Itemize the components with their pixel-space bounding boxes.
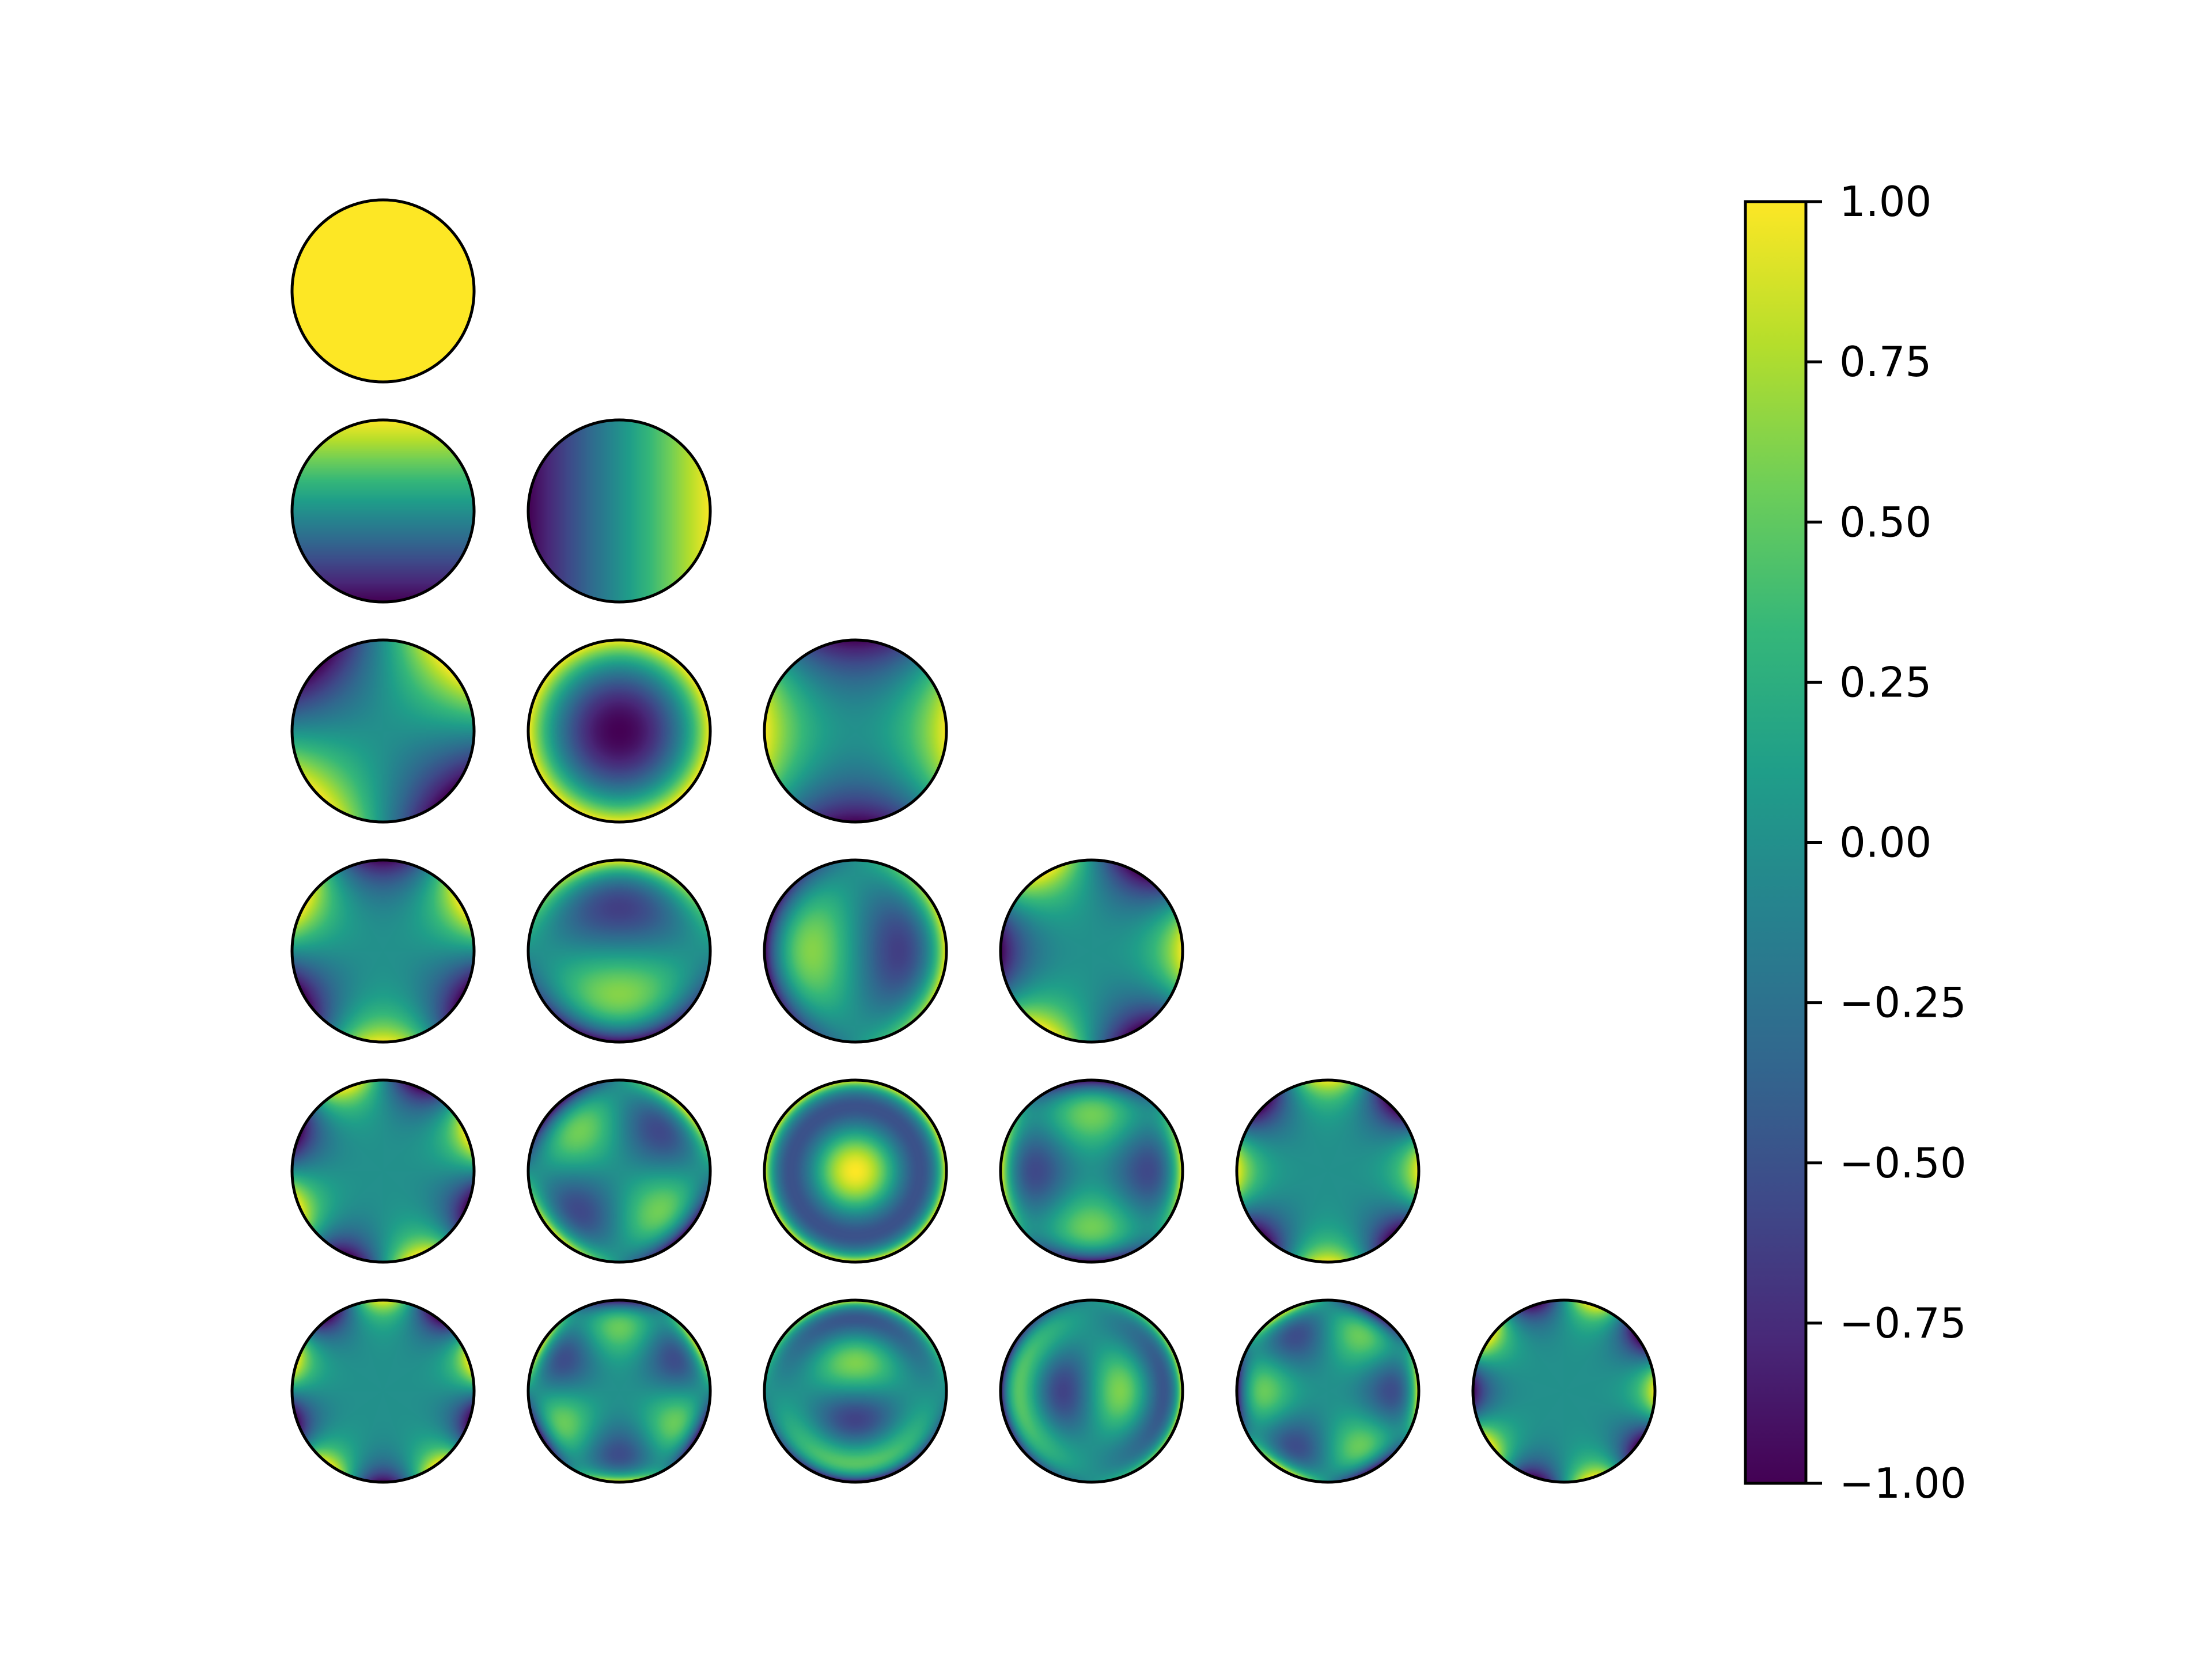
colorbar-tick-label: −0.25 — [1839, 979, 1967, 1027]
disc-outline — [999, 858, 1184, 1044]
zernike-disc-n4-m2 — [999, 1079, 1184, 1263]
colorbar-tick-label: 0.00 — [1839, 819, 1931, 867]
disc-outline — [999, 1078, 1184, 1264]
disc-outline — [763, 638, 948, 824]
colorbar-gradient — [1745, 202, 1806, 1483]
zernike-disc-n5-mneg5 — [291, 1299, 475, 1483]
disc-outline — [527, 858, 712, 1044]
zernike-disc-n2-m0 — [527, 639, 711, 823]
disc-outline — [527, 418, 712, 604]
disc-outline — [527, 638, 712, 824]
disc-outline — [290, 198, 476, 384]
colorbar-tick-label: −0.75 — [1839, 1299, 1967, 1347]
zernike-disc-n5-mneg1 — [763, 1299, 948, 1483]
zernike-disc-n1-mneg1 — [291, 419, 475, 603]
zernike-disc-n3-m3 — [999, 859, 1184, 1043]
colorbar-ticks: 1.00 0.75 0.50 0.25 0.00 −0.25 −0.50 −0.75 −1.00 — [1806, 177, 1967, 1508]
disc-outline — [290, 638, 476, 824]
zernike-disc-n1-m1 — [527, 419, 711, 603]
zernike-disc-n3-mneg1 — [527, 859, 711, 1043]
zernike-disc-n5-m3 — [1236, 1299, 1420, 1483]
colorbar-tick-label: 1.00 — [1839, 177, 1931, 226]
disc-outline — [1235, 1298, 1421, 1484]
colorbar-tick-label: 0.75 — [1839, 338, 1931, 386]
zernike-disc-n4-m4 — [1236, 1079, 1420, 1263]
disc-outline — [290, 858, 476, 1044]
disc-outline — [290, 1298, 476, 1484]
zernike-disc-n2-mneg2 — [291, 639, 475, 823]
colorbar: 1.00 0.75 0.50 0.25 0.00 −0.25 −0.50 −0.75 −1.00 — [1744, 177, 1967, 1508]
zernike-disc-n4-m0 — [763, 1079, 948, 1263]
disc-outlines — [290, 198, 1657, 1484]
zernike-disc-n4-mneg4 — [291, 1079, 475, 1263]
disc-outline — [763, 1298, 948, 1484]
disc-outline — [763, 1078, 948, 1264]
disc-outline — [999, 1298, 1184, 1484]
disc-outline — [290, 1078, 476, 1264]
disc-outline — [763, 858, 948, 1044]
zernike-disc-n3-mneg3 — [291, 859, 475, 1043]
disc-outline — [527, 1078, 712, 1264]
colorbar-tick-label: 0.25 — [1839, 658, 1931, 706]
colorbar-tick-label: −0.50 — [1839, 1139, 1967, 1187]
zernike-disc-n2-m2 — [763, 639, 948, 823]
zernike-disc-n3-m1 — [763, 859, 948, 1043]
zernike-disc-n5-mneg3 — [527, 1299, 711, 1483]
zernike-disc-n0-m0 — [291, 199, 475, 383]
zernike-disc-n5-m5 — [1472, 1299, 1656, 1483]
zernike-disc-n4-mneg2 — [527, 1079, 711, 1263]
disc-outline — [527, 1298, 712, 1484]
colorbar-tick-label: 0.50 — [1839, 498, 1931, 546]
zernike-disc-n5-m1 — [999, 1299, 1184, 1483]
disc-outline — [1235, 1078, 1421, 1264]
disc-outline — [1471, 1298, 1657, 1484]
colorbar-tick-label: −1.00 — [1839, 1459, 1967, 1508]
disc-outline — [290, 418, 476, 604]
